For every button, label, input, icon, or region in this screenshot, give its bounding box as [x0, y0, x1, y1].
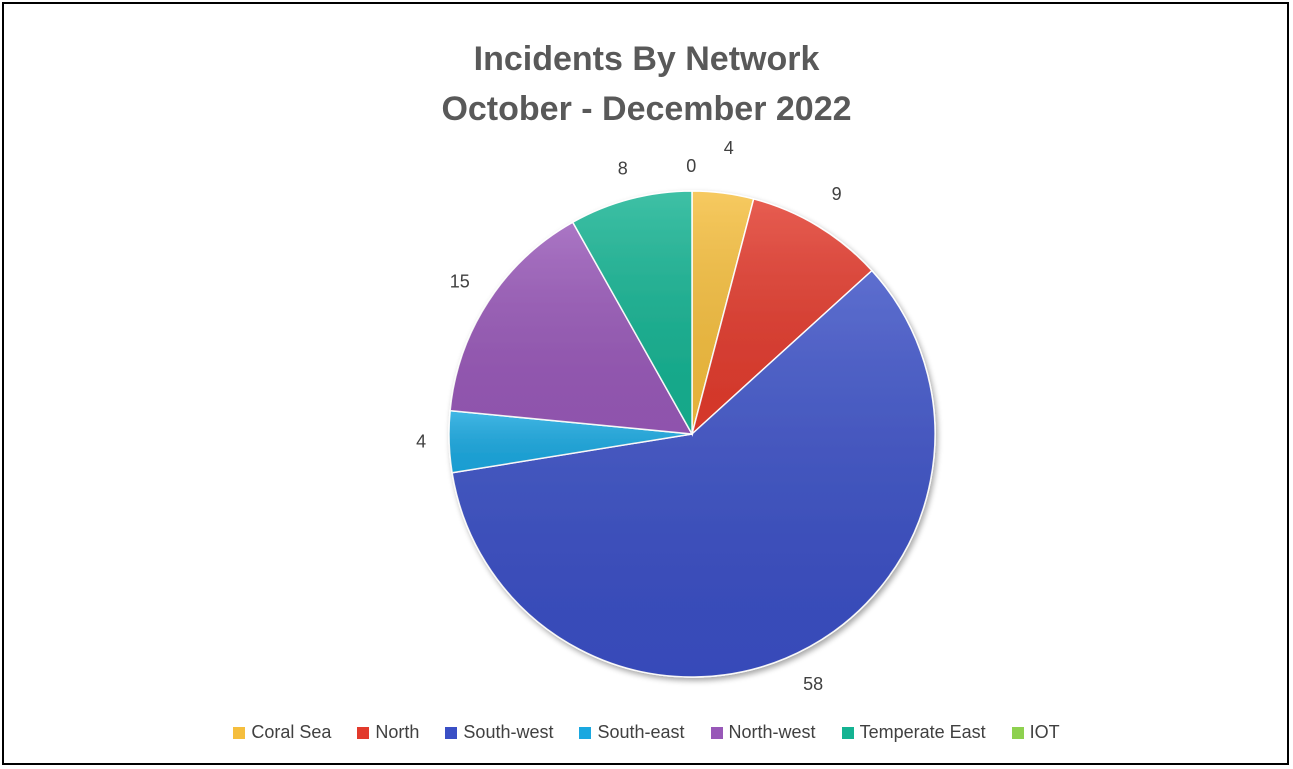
legend-label-iot: IOT — [1030, 722, 1060, 743]
legend-swatch-temperate-east — [842, 727, 854, 739]
legend-item-temperate-east: Temperate East — [842, 722, 986, 743]
data-label-south-west: 58 — [803, 674, 823, 694]
pie-slices — [449, 191, 935, 677]
legend-label-north: North — [375, 722, 419, 743]
legend-item-iot: IOT — [1012, 722, 1060, 743]
legend-swatch-north-west — [711, 727, 723, 739]
data-label-north: 9 — [832, 184, 842, 204]
legend-swatch-south-west — [445, 727, 457, 739]
legend-label-temperate-east: Temperate East — [860, 722, 986, 743]
legend-swatch-north — [357, 727, 369, 739]
legend-label-coral-sea: Coral Sea — [251, 722, 331, 743]
legend-item-south-east: South-east — [579, 722, 684, 743]
data-label-north-west: 15 — [450, 272, 470, 292]
data-label-iot: 0 — [686, 156, 696, 176]
legend-item-coral-sea: Coral Sea — [233, 722, 331, 743]
legend-label-north-west: North-west — [729, 722, 816, 743]
data-label-temperate-east: 8 — [618, 159, 628, 179]
data-label-south-east: 4 — [416, 431, 426, 451]
legend-swatch-south-east — [579, 727, 591, 739]
legend-swatch-coral-sea — [233, 727, 245, 739]
legend-label-south-west: South-west — [463, 722, 553, 743]
legend-item-north-west: North-west — [711, 722, 816, 743]
legend-label-south-east: South-east — [597, 722, 684, 743]
legend-swatch-iot — [1012, 727, 1024, 739]
data-label-coral-sea: 4 — [724, 138, 734, 158]
legend-item-north: North — [357, 722, 419, 743]
chart-legend: Coral Sea North South-west South-east North-… — [0, 722, 1293, 743]
legend-item-south-west: South-west — [445, 722, 553, 743]
